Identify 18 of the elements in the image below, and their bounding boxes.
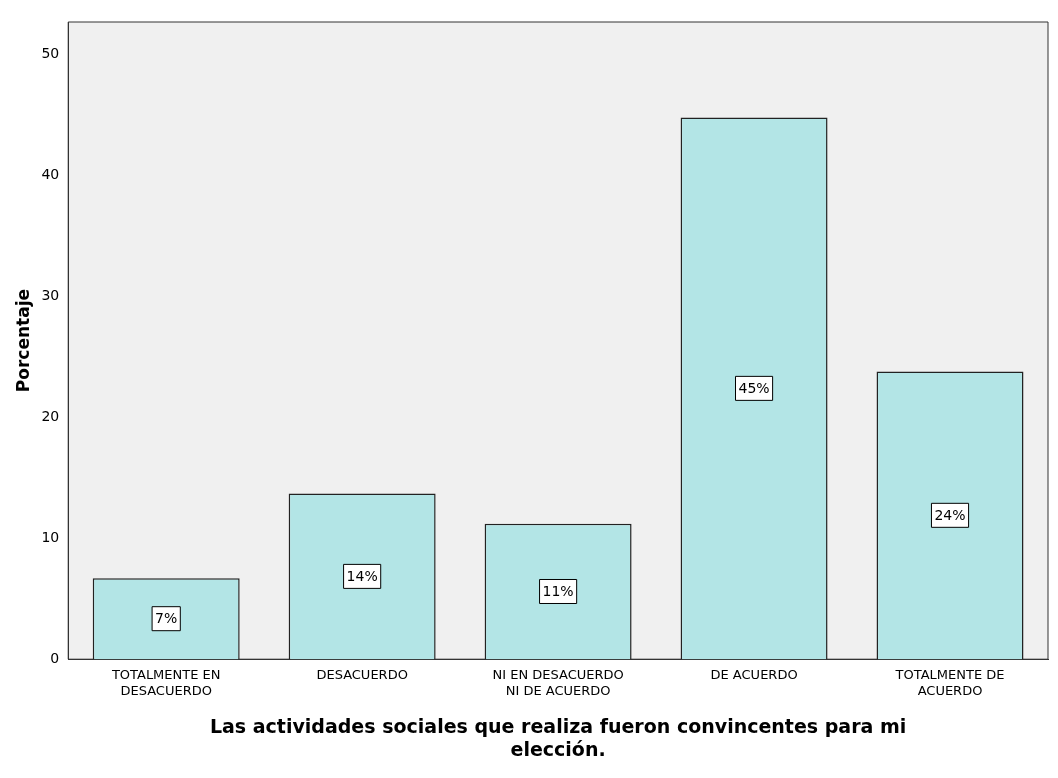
data-label: 11% xyxy=(542,583,574,600)
x-axis-title: Las actividades sociales que realiza fueron convincentes para mi elección. xyxy=(209,714,907,760)
data-label: 14% xyxy=(346,568,378,585)
x-tick-label: NI EN DESACUERDO NI DE ACUERDO xyxy=(492,667,624,698)
x-tick-label: DESACUERDO xyxy=(316,667,408,683)
y-tick-label: 40 xyxy=(41,166,60,183)
x-tick-label: DE ACUERDO xyxy=(710,667,798,683)
x-tick-label: TOTALMENTE DE ACUERDO xyxy=(894,667,1005,698)
y-tick-label: 30 xyxy=(41,287,60,304)
x-tick-label: TOTALMENTE EN DESACUERDO xyxy=(110,667,221,698)
y-tick-label: 10 xyxy=(41,528,60,545)
data-label: 24% xyxy=(934,506,966,523)
y-axis-title: Porcentaje xyxy=(12,289,33,393)
data-label: 45% xyxy=(738,380,770,396)
y-tick-label: 20 xyxy=(41,408,60,425)
data-label: 7% xyxy=(155,610,178,627)
y-tick-label: 50 xyxy=(41,45,60,62)
y-tick-label: 0 xyxy=(50,649,60,666)
